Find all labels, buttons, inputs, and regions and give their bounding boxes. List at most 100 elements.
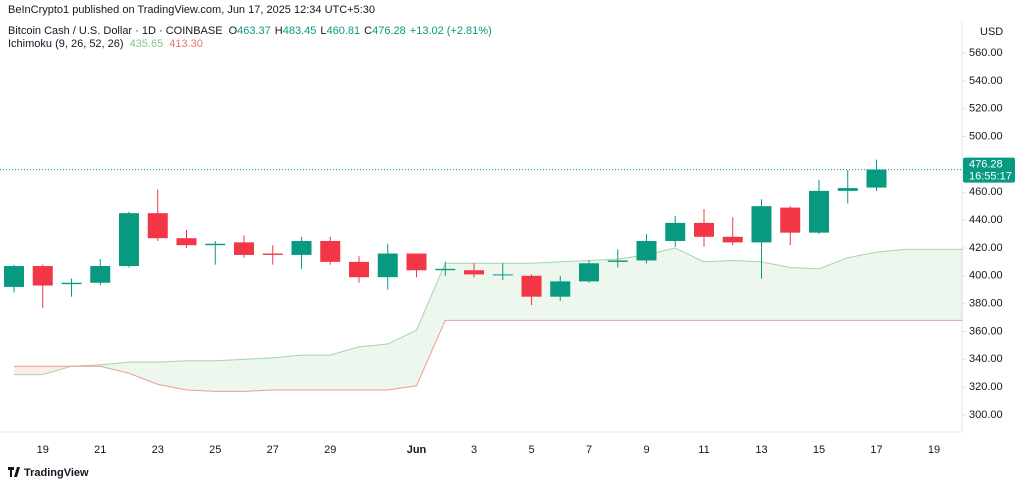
y-tick-label: 400.00: [969, 270, 1003, 282]
ohlc-label: H: [275, 25, 283, 37]
candle-body: [550, 281, 571, 297]
x-tick-label: 27: [267, 444, 279, 456]
candle-body: [176, 238, 197, 246]
y-tick-label: 300.00: [969, 409, 1003, 421]
cloud-fill: [905, 249, 934, 321]
candle-body: [579, 263, 599, 282]
cloud-fill: [934, 249, 963, 321]
x-tick-label: 9: [643, 444, 649, 456]
x-tick-label: 5: [528, 444, 534, 456]
y-tick-label: 540.00: [969, 75, 1003, 87]
candle-body: [866, 169, 887, 188]
cloud-fill: [129, 362, 158, 385]
candle-body: [61, 282, 82, 285]
y-tick-label: 560.00: [969, 47, 1003, 59]
candle-body: [291, 240, 312, 255]
cloud-fill: [646, 247, 676, 321]
candle-body: [837, 188, 858, 191]
candle-body: [119, 213, 139, 267]
x-tick-label: 25: [209, 444, 221, 456]
cloud-fill: [704, 260, 733, 321]
ohlc-value: 476.28: [372, 25, 406, 37]
y-tick-label: 380.00: [969, 298, 1003, 310]
candle-body: [205, 243, 226, 246]
cloud-fill: [876, 249, 906, 321]
cloud-fill: [387, 330, 417, 390]
brand-logo: [8, 467, 20, 477]
ohlc-label: C: [364, 25, 372, 37]
last-price-label: 476.28: [969, 159, 1003, 171]
candle-body: [349, 261, 369, 278]
candle-body: [607, 260, 628, 262]
candle-body: [636, 240, 657, 261]
y-tick-label: 520.00: [969, 103, 1003, 115]
candle-body: [262, 253, 283, 255]
cloud-fill: [301, 355, 331, 390]
cloud-fill: [14, 366, 43, 375]
candle-body: [809, 190, 829, 233]
cloud-fill: [272, 355, 302, 390]
currency: USD: [980, 26, 1003, 38]
candle-body: [722, 236, 743, 243]
candle-body: [464, 270, 484, 275]
candle-body: [147, 213, 168, 239]
cloud-fill: [819, 257, 848, 321]
cloud-fill: [359, 344, 388, 390]
cloud-fill: [186, 360, 216, 392]
cloud-fill: [157, 360, 187, 390]
cloud-fill: [761, 261, 791, 321]
y-tick-label: 320.00: [969, 381, 1003, 393]
chart-title: Bitcoin Cash / U.S. Dollar · 1D · COINBA…: [8, 25, 223, 37]
candle-body: [521, 275, 542, 297]
candle-body: [320, 240, 341, 262]
indicator-value: 413.30: [169, 38, 203, 50]
x-tick-label: 7: [586, 444, 592, 456]
candle-body: [694, 222, 714, 237]
last-price-box: [963, 157, 1015, 183]
brand: TradingView: [24, 467, 89, 479]
cloud-fill: [474, 263, 503, 321]
indicator-label: Ichimoku (9, 26, 52, 26): [8, 38, 124, 50]
candle-body: [751, 206, 772, 243]
x-tick-label: 29: [324, 444, 336, 456]
cloud-fill: [100, 362, 129, 374]
candle-body: [492, 274, 513, 276]
cloud-fill: [732, 260, 762, 321]
candle-body: [406, 253, 427, 271]
cloud-fill: [790, 267, 819, 321]
x-tick-label: 11: [698, 444, 709, 456]
x-tick-label: 3: [471, 444, 477, 456]
candle-body: [4, 266, 24, 287]
candle-body: [780, 207, 801, 233]
cloud-fill: [617, 254, 647, 321]
change-label: +13.02 (+2.81%): [410, 25, 492, 37]
y-tick-label: 500.00: [969, 130, 1003, 142]
cloud-fill: [244, 357, 273, 392]
x-tick-label: 21: [94, 444, 106, 456]
x-tick-label: 23: [152, 444, 164, 456]
y-tick-label: 440.00: [969, 214, 1003, 226]
candle-body: [32, 266, 53, 286]
cloud-fill: [215, 359, 244, 392]
ohlc-value: 463.37: [237, 25, 271, 37]
x-tick-label: 19: [37, 444, 49, 456]
subtitle: BeInCrypto1 published on TradingView.com…: [8, 4, 375, 16]
countdown: 16:55:17: [969, 171, 1012, 183]
cloud-fill: [675, 247, 704, 321]
y-tick-label: 340.00: [969, 353, 1003, 365]
ohlc-value: 460.81: [327, 25, 361, 37]
candle-body: [665, 222, 686, 241]
ohlc-label: O: [229, 25, 238, 37]
candle-body: [90, 266, 111, 283]
ohlc-label: L: [320, 25, 326, 37]
x-tick-label: Jun: [407, 444, 427, 456]
indicator-value: 435.65: [130, 38, 164, 50]
cloud-line: [14, 319, 963, 392]
ohlc-value: 483.45: [283, 25, 317, 37]
cloud-fill: [330, 346, 359, 390]
x-tick-label: 19: [928, 444, 940, 456]
y-tick-label: 420.00: [969, 242, 1003, 254]
cloud-fill: [445, 263, 474, 321]
